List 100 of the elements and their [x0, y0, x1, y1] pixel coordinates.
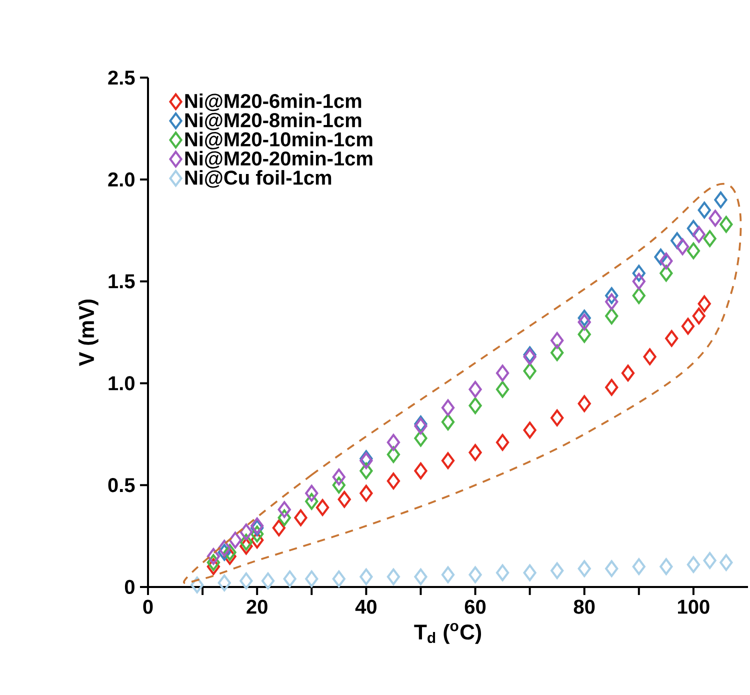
y-axis-title: V (mV) [78, 300, 98, 366]
point [206, 558, 220, 576]
point [523, 422, 536, 439]
point [578, 326, 591, 343]
legend-label: Ni@M20-20min-1cm [185, 150, 372, 169]
x-tick-label: 0 [143, 600, 153, 614]
point [686, 220, 700, 237]
point [665, 330, 678, 347]
y-tick-label: 2.0 [108, 172, 134, 187]
y-tick-label: 0.5 [108, 478, 135, 492]
point [386, 568, 400, 586]
point [305, 484, 318, 502]
legend-label: Ni@M20-6min-1cm [185, 93, 362, 112]
point [550, 409, 564, 426]
point [360, 568, 373, 586]
point [692, 226, 706, 243]
x-axis-title: T$_{d}$ ($^{o}$C) [414, 623, 482, 644]
point [523, 362, 536, 380]
point [523, 564, 536, 582]
point [441, 452, 455, 470]
point [660, 264, 673, 282]
point [578, 560, 591, 578]
point [332, 476, 346, 494]
x-tick-label: 80 [574, 600, 595, 614]
point [605, 293, 618, 310]
x-tick-label: 60 [464, 600, 486, 614]
point [676, 238, 690, 256]
point [720, 216, 733, 233]
point [698, 202, 711, 218]
point [468, 380, 482, 398]
point [578, 395, 591, 412]
x-tick-label: 20 [246, 600, 268, 614]
point [360, 484, 373, 502]
point [720, 554, 733, 571]
y-tick-label: 1.5 [108, 274, 135, 288]
point [632, 272, 646, 290]
point [332, 468, 346, 486]
point [250, 532, 264, 549]
x-tick-label: 100 [678, 600, 710, 614]
legend-label: Ni@M20-8min-1cm [185, 112, 362, 130]
y-tick-label: 1.0 [108, 376, 134, 390]
point [223, 544, 236, 561]
point [240, 534, 253, 551]
y-tick-label: 0 [124, 580, 134, 594]
point [272, 520, 286, 536]
point [414, 568, 428, 586]
point [468, 444, 482, 461]
point [218, 540, 231, 557]
point [250, 517, 264, 534]
x-tick-label: 40 [355, 600, 376, 614]
point [250, 520, 264, 536]
point [206, 548, 220, 565]
point [550, 562, 564, 580]
point [190, 576, 204, 594]
point [714, 191, 728, 208]
point [305, 493, 318, 510]
point [605, 378, 618, 396]
point [660, 252, 673, 270]
point [578, 310, 591, 326]
point [692, 308, 706, 324]
point [496, 380, 510, 398]
point [338, 490, 351, 508]
point [278, 501, 291, 518]
point [218, 544, 231, 561]
point [386, 472, 400, 490]
point [441, 414, 455, 430]
point [550, 344, 564, 362]
point [605, 287, 618, 304]
point [240, 524, 253, 540]
legend-label: Ni@M20-10min-1cm [185, 132, 372, 150]
point [360, 462, 373, 480]
point [278, 509, 291, 526]
point [386, 446, 400, 463]
point [681, 318, 695, 335]
point [261, 572, 275, 590]
point [468, 397, 482, 414]
point [686, 242, 700, 260]
point [621, 364, 635, 382]
point [496, 364, 510, 382]
point [218, 574, 231, 592]
point [703, 552, 716, 569]
point [660, 558, 673, 576]
point [283, 570, 296, 588]
point [294, 509, 308, 526]
point [223, 548, 236, 565]
legend-label: Ni@Cu foil-1cm [185, 170, 332, 188]
point [698, 295, 711, 312]
y-tick-label: 2.5 [108, 70, 135, 85]
point [632, 287, 646, 304]
point [654, 248, 668, 266]
point [305, 570, 318, 588]
point [632, 264, 646, 282]
point [643, 348, 656, 366]
point [703, 230, 716, 248]
point [632, 558, 646, 576]
point [206, 554, 220, 571]
point [578, 314, 591, 331]
point [441, 566, 455, 584]
point [332, 570, 346, 588]
point [414, 462, 428, 480]
